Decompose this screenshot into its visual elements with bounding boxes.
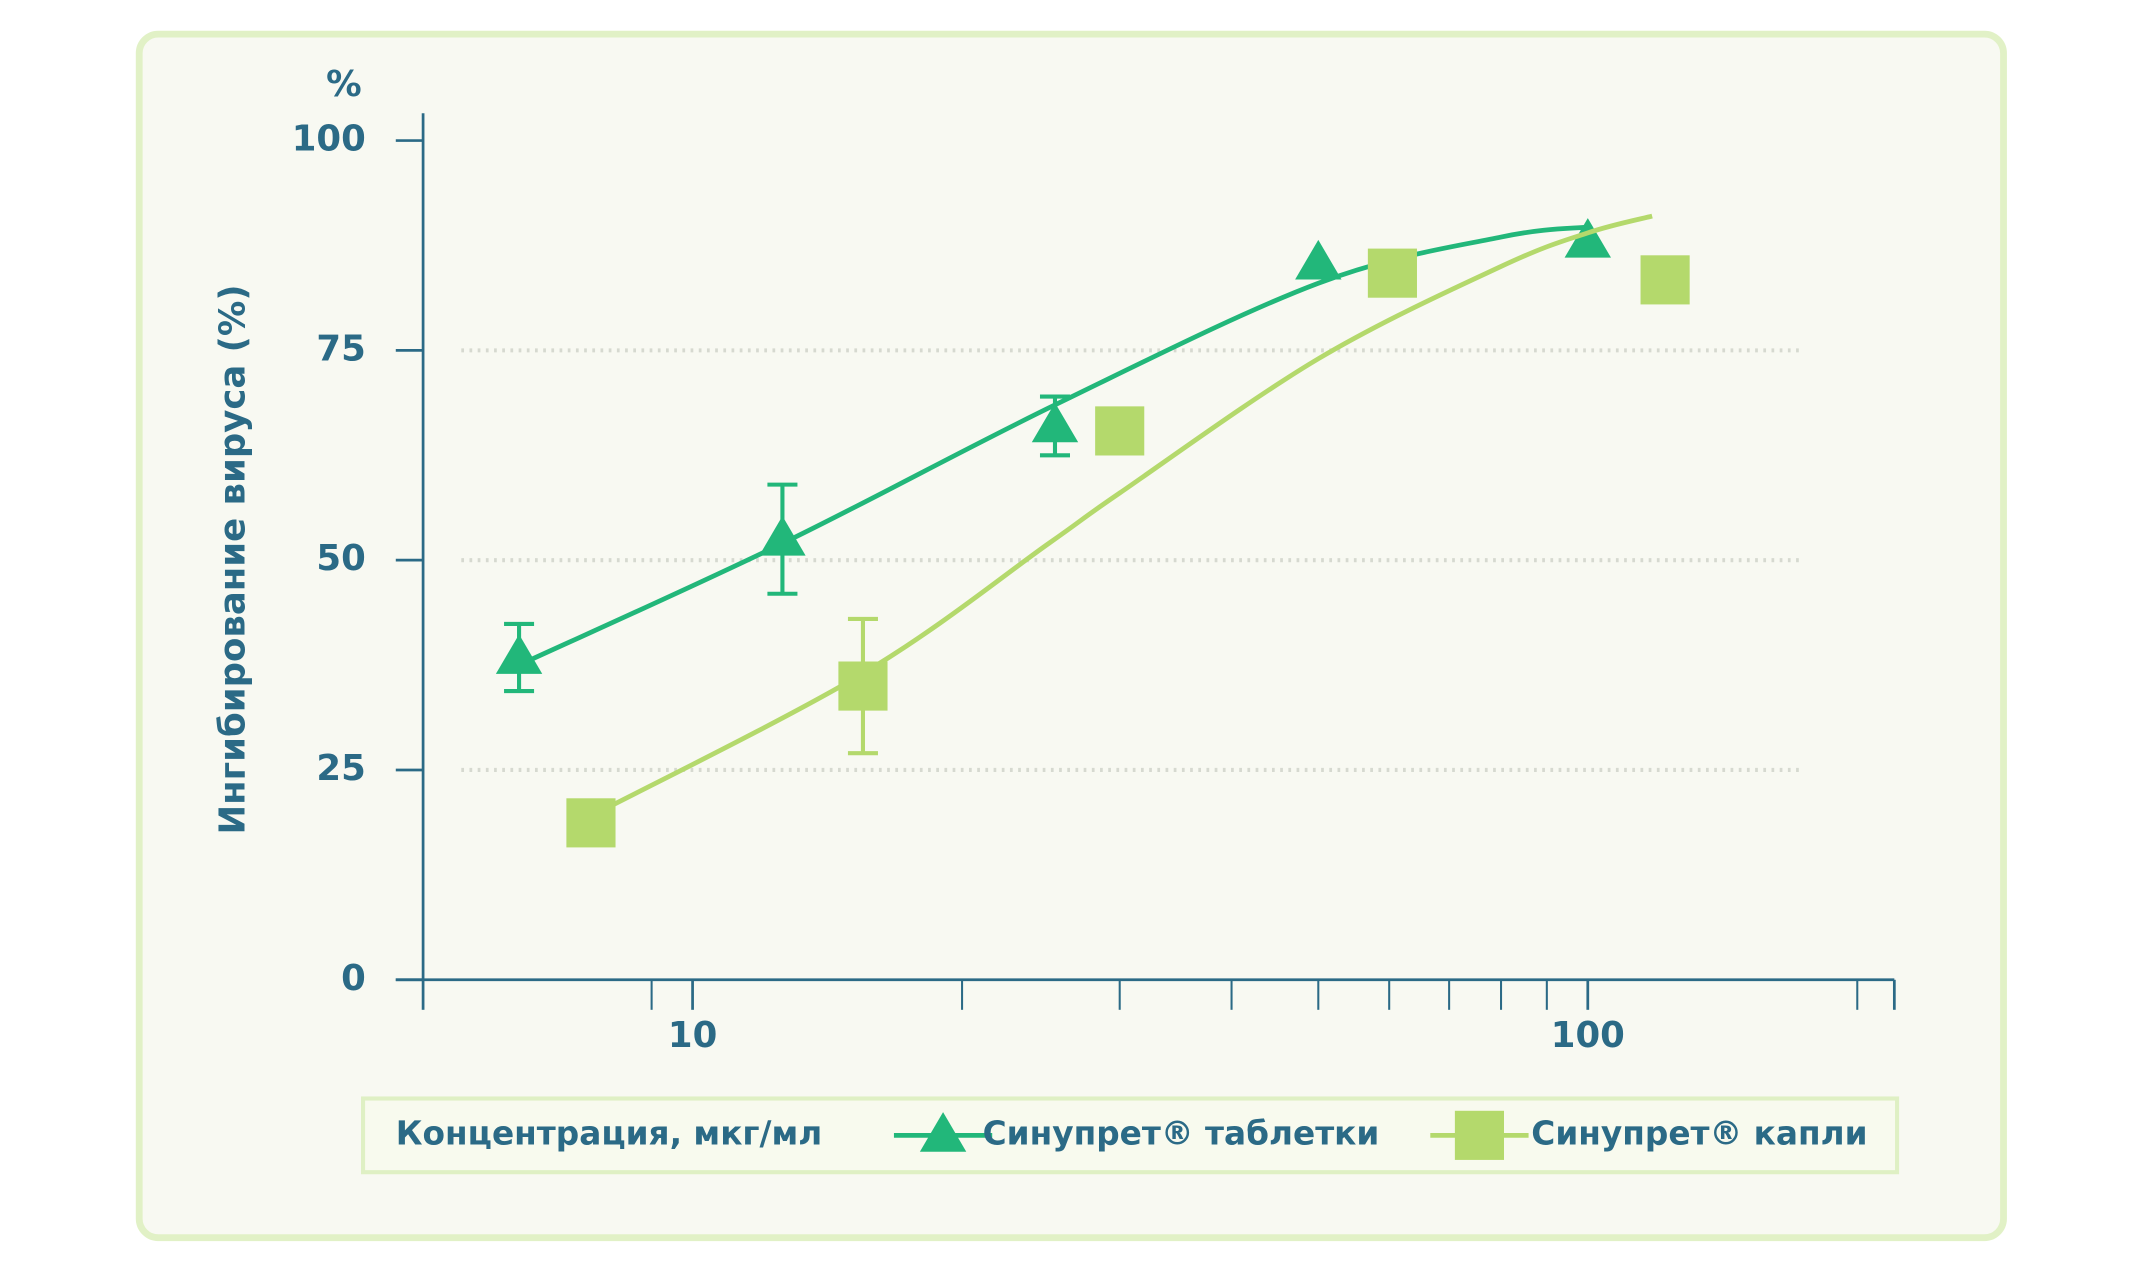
y-axis-label: Ингибирование вируса (%) xyxy=(213,284,254,834)
square-marker xyxy=(566,798,616,848)
legend-label: Синупрет® таблетки xyxy=(983,1114,1380,1152)
y-unit: % xyxy=(326,64,362,105)
square-marker xyxy=(1640,255,1690,305)
legend xyxy=(360,1096,1900,1175)
card xyxy=(135,30,2007,1242)
y-tick-label: 0 xyxy=(341,958,366,999)
legend-label: Синупрет® капли xyxy=(1531,1114,1867,1152)
triangle-marker xyxy=(1031,402,1079,443)
triangle-marker xyxy=(1295,239,1342,280)
square-marker xyxy=(838,661,888,711)
fit-curve xyxy=(518,224,1589,668)
x-tick-label: 100 xyxy=(1551,1015,1625,1056)
square-marker xyxy=(1454,1110,1505,1160)
y-tick-label: 25 xyxy=(316,748,365,789)
square-marker xyxy=(1095,406,1145,456)
x-axis-label: Концентрация, мкг/мл xyxy=(396,1114,822,1152)
y-tick-label: 50 xyxy=(316,538,365,579)
y-tick-label: 75 xyxy=(316,328,365,369)
triangle-marker xyxy=(919,1112,967,1152)
triangle-marker xyxy=(1564,218,1611,258)
y-tick-label: 100 xyxy=(292,119,366,160)
x-tick-label: 10 xyxy=(668,1015,717,1056)
triangle-marker xyxy=(495,634,543,674)
triangle-marker xyxy=(759,515,806,556)
square-marker xyxy=(1367,248,1417,298)
